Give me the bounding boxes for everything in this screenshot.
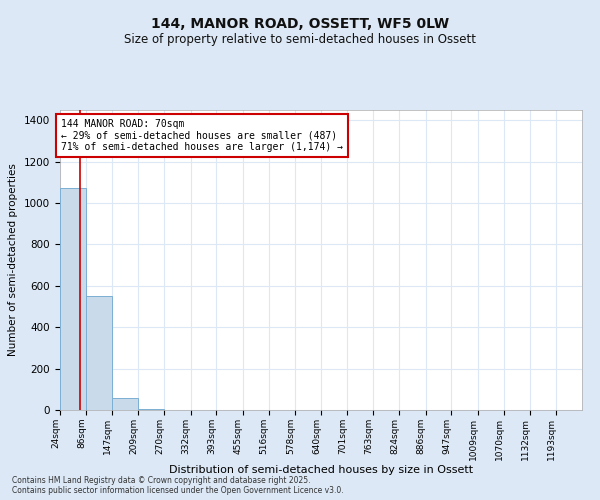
Bar: [86, 296, 112, 410]
Text: 144, MANOR ROAD, OSSETT, WF5 0LW: 144, MANOR ROAD, OSSETT, WF5 0LW: [151, 18, 449, 32]
Bar: [112, 398, 139, 410]
X-axis label: Distribution of semi-detached houses by size in Ossett: Distribution of semi-detached houses by …: [169, 466, 473, 475]
Bar: [60, 188, 86, 410]
Y-axis label: Number of semi-detached properties: Number of semi-detached properties: [8, 164, 19, 356]
Bar: [139, 409, 164, 410]
Text: Size of property relative to semi-detached houses in Ossett: Size of property relative to semi-detach…: [124, 32, 476, 46]
Text: 144 MANOR ROAD: 70sqm
← 29% of semi-detached houses are smaller (487)
71% of sem: 144 MANOR ROAD: 70sqm ← 29% of semi-deta…: [61, 119, 343, 152]
Text: Contains HM Land Registry data © Crown copyright and database right 2025.
Contai: Contains HM Land Registry data © Crown c…: [12, 476, 344, 495]
